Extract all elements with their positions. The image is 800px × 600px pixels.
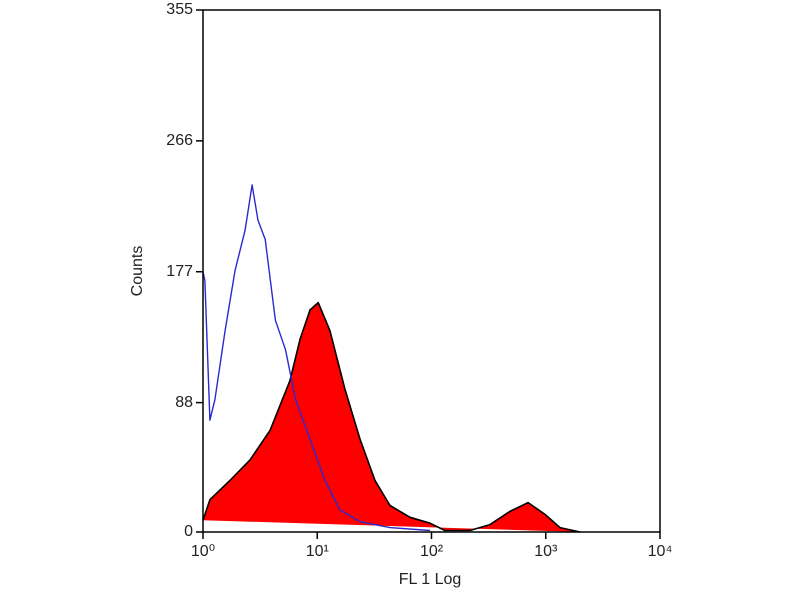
x-tick-label: 10³ (534, 543, 558, 560)
x-axis-label: FL 1 Log (399, 571, 462, 588)
y-tick-label: 88 (175, 394, 193, 411)
x-tick-label: 10⁴ (648, 543, 673, 560)
filled-histogram (202, 301, 581, 533)
histogram-line (202, 184, 431, 532)
y-tick-label: 266 (166, 132, 193, 149)
y-axis-label: Counts (129, 246, 146, 297)
y-tick-label: 355 (166, 1, 193, 18)
x-tick-label: 10² (420, 543, 444, 560)
y-tick-label: 177 (166, 263, 193, 280)
x-tick-label: 10¹ (306, 543, 329, 560)
x-tick-label: 10⁰ (191, 543, 215, 560)
y-tick-label: 0 (184, 523, 193, 540)
